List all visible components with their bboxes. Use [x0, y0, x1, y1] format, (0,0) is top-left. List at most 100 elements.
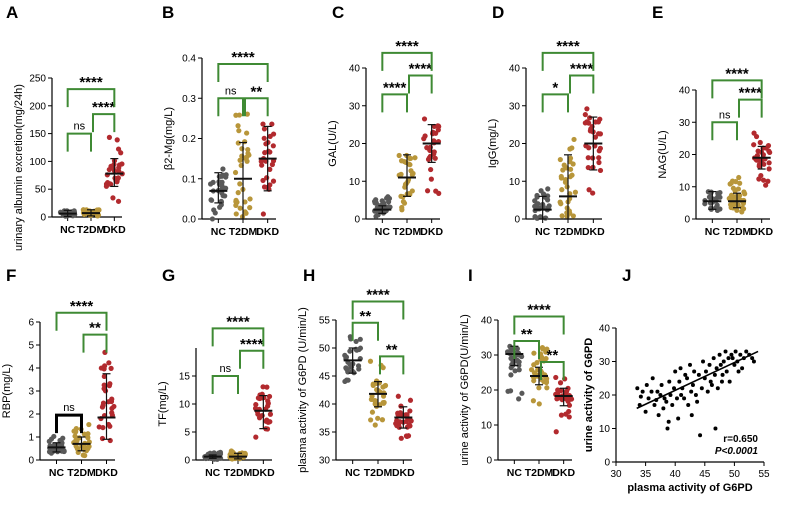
- y-axis-label: urine activity of G6PD: [583, 338, 595, 452]
- data-point: [766, 160, 772, 166]
- data-point: [662, 396, 667, 401]
- data-point: [731, 201, 737, 207]
- data-point: [570, 213, 576, 219]
- data-point: [655, 389, 660, 394]
- data-point: [563, 177, 569, 183]
- data-point: [384, 195, 390, 201]
- data-point: [677, 379, 682, 384]
- y-tick-label: 10: [481, 421, 493, 432]
- data-point: [561, 162, 567, 168]
- data-point: [343, 354, 350, 360]
- y-tick-label: 10: [179, 400, 191, 411]
- data-point: [397, 419, 403, 425]
- data-point: [516, 362, 522, 368]
- data-point: [714, 366, 719, 371]
- data-point: [255, 395, 261, 401]
- data-point: [736, 174, 742, 181]
- data-point: [353, 338, 359, 345]
- x-tick-label: NC: [507, 467, 523, 479]
- data-point: [536, 385, 542, 391]
- data-point: [410, 170, 416, 177]
- data-point: [398, 435, 404, 441]
- data-point: [260, 177, 266, 184]
- data-point: [95, 207, 101, 213]
- y-tick-label: 30: [349, 101, 361, 112]
- data-point: [693, 393, 698, 397]
- data-point: [247, 205, 253, 211]
- data-point: [82, 444, 88, 451]
- x-tick-label: DKD: [552, 467, 575, 479]
- panel-a: A 0 50 100 150 200 250 urinary albumin excretio…: [6, 3, 126, 251]
- data-point: [537, 214, 544, 220]
- p-value-label: P<0.0001: [715, 446, 759, 457]
- y-tick-label: 20: [349, 139, 361, 150]
- y-tick-label: 55: [319, 316, 331, 327]
- data-point: [435, 123, 441, 129]
- data-point: [570, 161, 576, 167]
- significance-label: **: [359, 308, 371, 325]
- significance-bracket: [381, 51, 433, 71]
- data-point: [564, 205, 570, 211]
- data-point: [404, 433, 410, 439]
- data-point: [108, 365, 114, 371]
- data-point: [735, 186, 741, 192]
- data-point: [356, 366, 362, 372]
- data-point: [242, 209, 248, 215]
- significance-bracket: [211, 375, 239, 394]
- significance-bracket: [211, 327, 265, 347]
- y-tick-label: 0: [684, 215, 690, 226]
- significance-label: ****: [92, 99, 116, 116]
- y-tick-label: 0.1: [182, 174, 196, 185]
- data-point: [557, 380, 564, 386]
- data-point: [646, 396, 651, 401]
- data-point: [400, 199, 407, 205]
- data-point: [715, 386, 720, 391]
- data-point: [237, 205, 243, 211]
- significance-bracket: [381, 93, 408, 113]
- panel-letter: E: [652, 3, 663, 22]
- data-point: [728, 204, 734, 211]
- data-point: [218, 199, 225, 205]
- data-point: [342, 378, 348, 385]
- data-point: [559, 213, 565, 219]
- data-point: [661, 406, 666, 411]
- y-tick-label: 0: [604, 458, 610, 469]
- data-point: [431, 138, 437, 144]
- data-point: [727, 194, 734, 201]
- y-tick-label: 45: [319, 372, 331, 383]
- x-tick-label: DKD: [256, 226, 279, 238]
- x-tick-label: DKD: [420, 226, 443, 238]
- significance-label: ****: [409, 61, 433, 78]
- data-point: [590, 155, 596, 161]
- significance-bracket: [379, 355, 405, 375]
- significance-label: ns: [220, 363, 232, 375]
- panel-g: G 0 5 10 15 TF(mg/L) NC T2DM DKD ns **** ****: [157, 266, 275, 479]
- data-point: [597, 167, 604, 174]
- data-point: [267, 133, 273, 139]
- x-tick-label: NC: [375, 226, 391, 238]
- data-point: [398, 403, 404, 409]
- data-point: [718, 362, 723, 367]
- data-point: [115, 146, 122, 152]
- data-point: [701, 359, 706, 364]
- x-tick-label: T2DM: [229, 226, 258, 238]
- data-point: [543, 355, 549, 362]
- data-point: [211, 207, 217, 213]
- significance-bracket: [569, 74, 595, 94]
- significance-bracket: [217, 63, 269, 83]
- data-point: [656, 413, 661, 418]
- significance-bracket: [92, 113, 116, 133]
- x-tick-label: NC: [705, 226, 721, 238]
- data-point: [736, 195, 742, 201]
- significance-bracket: [244, 97, 269, 117]
- data-point: [100, 424, 106, 431]
- y-axis-label: NAG(U/L): [657, 130, 669, 178]
- data-point: [514, 357, 521, 364]
- data-point: [724, 369, 729, 374]
- data-point: [689, 389, 694, 394]
- data-point: [239, 146, 245, 152]
- data-point: [766, 148, 772, 154]
- data-point: [564, 210, 570, 216]
